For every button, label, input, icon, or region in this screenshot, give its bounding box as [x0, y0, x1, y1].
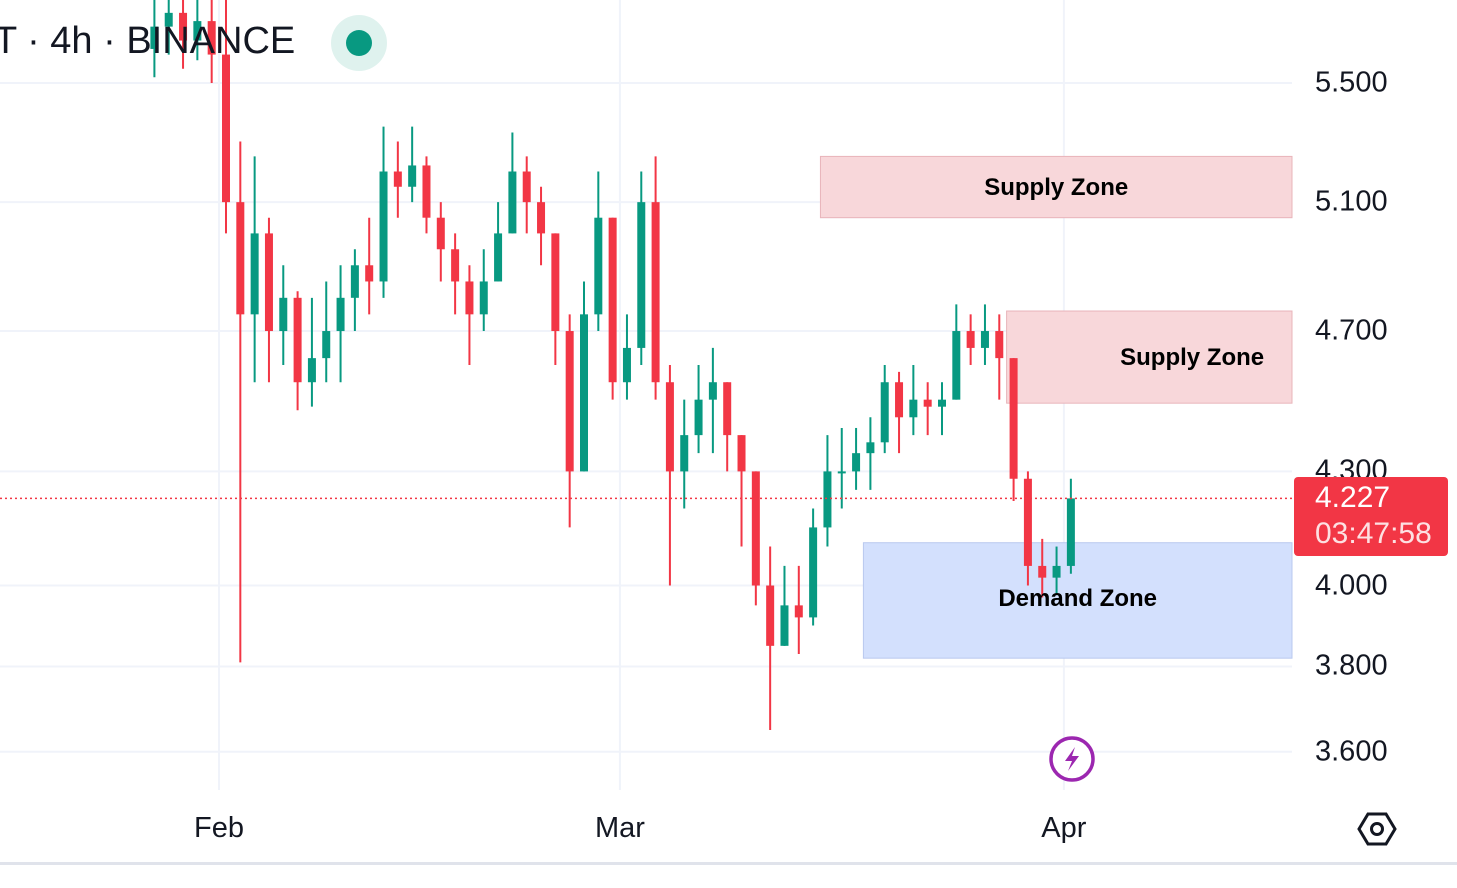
zone-labels: Supply Zone Supply Zone Demand Zone: [984, 174, 1264, 612]
candle-body: [766, 585, 775, 646]
last-price-tag: 4.227 03:47:58: [1294, 477, 1448, 556]
candle-body: [980, 331, 989, 348]
candle-body: [1066, 498, 1075, 566]
lightning-icon[interactable]: [1048, 735, 1096, 783]
candle-body: [651, 202, 660, 383]
price-tick-label: 4.700: [1315, 314, 1388, 347]
candle-body: [164, 12, 173, 27]
candle-body: [938, 399, 946, 407]
candle-body: [236, 202, 245, 315]
candle-body: [537, 202, 546, 234]
price-tick-label: 5.500: [1315, 66, 1388, 99]
hexagon-settings-icon[interactable]: [1357, 809, 1397, 849]
candle-body: [694, 399, 703, 436]
candle-body: [350, 265, 359, 298]
candle-body: [451, 249, 460, 282]
zones: [819, 155, 1293, 659]
candle-body: [551, 233, 560, 332]
candle-body: [909, 399, 918, 418]
candle-body: [1052, 565, 1061, 578]
price-tick-label: 3.800: [1315, 649, 1388, 682]
price-tick-label: 5.100: [1315, 185, 1388, 218]
candle-body: [250, 233, 259, 315]
zone-label: Demand Zone: [998, 585, 1157, 612]
time-tick-label: Apr: [1041, 812, 1087, 844]
candle-body: [494, 233, 503, 282]
candle-body: [379, 171, 388, 282]
candle-countdown: 03:47:58: [1315, 517, 1432, 550]
candle-body: [866, 442, 875, 454]
candle-body: [322, 331, 331, 359]
candle-body: [637, 202, 646, 348]
candle-body: [622, 347, 631, 383]
price-tick-label: 4.000: [1315, 569, 1388, 602]
candle-body: [923, 399, 932, 407]
candle-body: [737, 435, 746, 472]
demand-zone: [862, 542, 1293, 659]
candle-body: [436, 217, 445, 250]
candle-body: [479, 281, 488, 315]
candle-body: [422, 165, 431, 218]
candle-body: [150, 26, 159, 49]
candle-body: [751, 471, 760, 586]
supply-zone: [819, 155, 1293, 219]
time-tick-label: Mar: [594, 812, 645, 844]
zone-label: Supply Zone: [1120, 344, 1264, 371]
candle-body: [952, 331, 961, 400]
candle-body: [580, 314, 588, 472]
zone-label: Supply Zone: [984, 174, 1128, 201]
candle-body: [708, 382, 717, 400]
candle-body: [264, 233, 273, 332]
candle-body: [895, 382, 904, 418]
candle-body: [880, 382, 889, 443]
candle-body: [680, 435, 689, 472]
candle-body: [837, 471, 846, 474]
candle-body: [307, 358, 316, 383]
candle-body: [809, 527, 818, 618]
candle-body: [465, 281, 474, 315]
candle-body: [393, 171, 402, 187]
candle-body: [408, 165, 417, 187]
price-tick-label: 3.600: [1315, 735, 1388, 768]
candle-body: [794, 605, 803, 618]
candle-body: [723, 382, 732, 436]
candle-body: [193, 21, 202, 41]
candle-body: [522, 171, 531, 203]
candle-body: [508, 171, 517, 234]
candle-body: [1009, 358, 1018, 479]
candle-body: [179, 12, 188, 41]
candle-body: [293, 297, 302, 383]
supply-zone: [1006, 310, 1293, 404]
candle-body: [1023, 478, 1032, 566]
candle-body: [1038, 565, 1047, 578]
candle-body: [336, 297, 345, 332]
candle-body: [608, 217, 617, 383]
candle-body: [823, 471, 832, 528]
candle-body: [966, 331, 975, 348]
time-tick-label: Feb: [194, 812, 244, 844]
candle-body: [207, 21, 216, 55]
candle-body: [995, 331, 1004, 359]
divider: [0, 862, 1457, 865]
symbol-title[interactable]: T · 4h · BINANCE: [0, 20, 296, 62]
candle-body: [365, 265, 374, 282]
candle-body: [852, 453, 861, 472]
candles: [150, 0, 1075, 731]
candle-body: [780, 605, 789, 646]
candle-body: [222, 54, 230, 203]
last-price: 4.227: [1315, 481, 1391, 514]
live-dot-icon: [331, 15, 387, 71]
candle-body: [665, 382, 674, 472]
candle-body: [594, 217, 603, 315]
candle-body: [565, 331, 574, 472]
candle-body: [279, 297, 288, 332]
